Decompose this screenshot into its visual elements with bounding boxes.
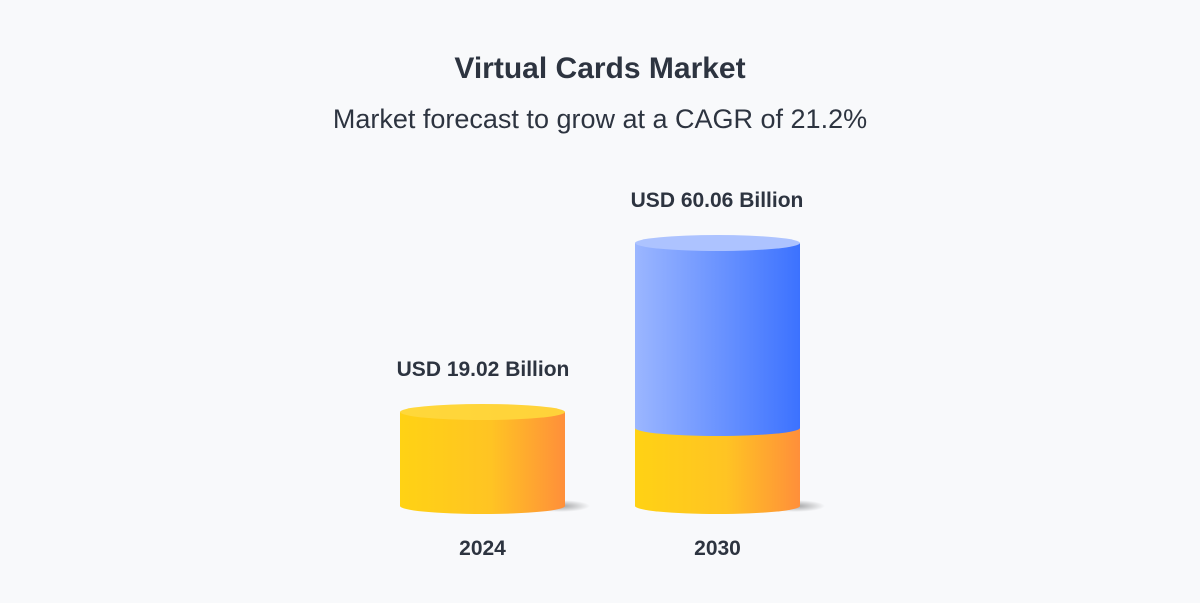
chart-title: Virtual Cards Market <box>454 52 746 85</box>
value-label-2030: USD 60.06 Billion <box>630 189 804 212</box>
x-label-2030: 2030 <box>694 537 741 560</box>
value-label-2024: USD 19.02 Billion <box>396 358 570 381</box>
bar-2024 <box>400 404 590 514</box>
x-label-2024: 2024 <box>459 537 506 560</box>
chart-subtitle: Market forecast to grow at a CAGR of 21.… <box>332 104 868 134</box>
bar-2030 <box>635 235 825 514</box>
